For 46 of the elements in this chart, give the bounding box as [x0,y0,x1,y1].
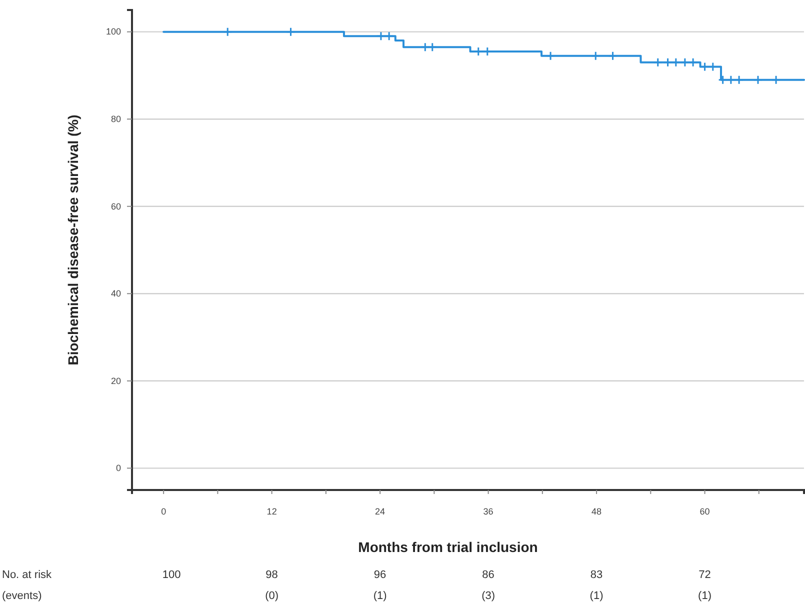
x-tick-label: 48 [592,506,602,516]
text: (1) [590,590,604,602]
text: (3) [482,590,496,602]
point [680,58,690,68]
point [671,58,681,68]
y-tick-label: 0 [116,463,121,474]
text: 100 [162,569,181,581]
text: (1) [698,590,712,602]
point [726,75,736,85]
y-tick-label: 20 [110,376,121,386]
x-tick-label: 60 [700,506,710,516]
point [286,27,296,37]
x-tick-label: 24 [375,506,386,516]
point [420,42,430,52]
point [376,31,386,41]
point [222,27,232,37]
point [718,75,728,85]
x-tick-label: 36 [483,506,494,516]
y-axis-title: Biochemical disease-free survival (%) [65,114,81,366]
text: (0) [265,590,279,602]
point [753,75,763,85]
text: No. at risk [2,569,52,581]
text: 83 [590,569,603,581]
point [590,51,600,61]
point [688,58,698,68]
x-tick-label: 12 [266,506,277,516]
text: 86 [482,569,494,581]
y-tick-label: 100 [106,26,121,37]
y-tick-label: 80 [110,114,121,124]
x-tick-label: 0 [161,506,166,516]
point [653,58,663,68]
y-tick-label: 60 [110,201,121,212]
point [546,51,556,61]
point [734,75,744,85]
point [663,58,673,68]
text: (1) [373,590,387,602]
text: 96 [374,569,386,581]
point [771,75,781,85]
text: 98 [266,569,278,581]
x-axis-title: Months from trial inclusion [358,539,538,555]
point [384,31,394,41]
point [608,51,618,61]
y-tick-label: 40 [110,288,121,299]
point [428,42,438,52]
text: (events) [2,590,42,602]
text: 72 [698,569,711,581]
